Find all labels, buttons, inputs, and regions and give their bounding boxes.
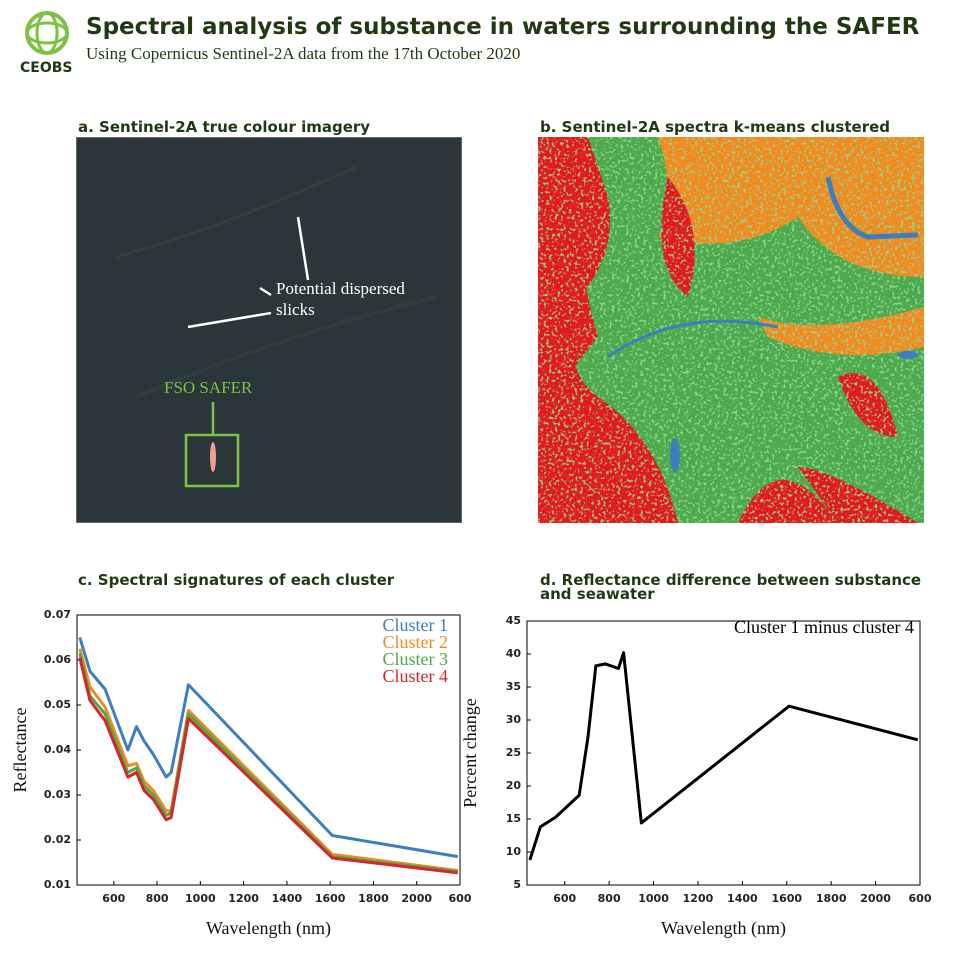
line (78, 648, 459, 873)
legend-entry: Cluster 1 (383, 615, 449, 635)
panel-title: a. Sentinel-2A true colour imagery (78, 118, 371, 136)
plot-frame (76, 614, 461, 886)
x-tick-label: 1600 (315, 892, 346, 905)
x-axis-label: Wavelength (nm) (206, 918, 331, 939)
logo (25, 11, 69, 55)
cluster-spot (898, 351, 918, 359)
x-tick-label: 1800 (358, 892, 389, 905)
annotation: Cluster 1 minus cluster 4 (734, 617, 914, 637)
x-tick-label: 800 (598, 892, 621, 905)
annotation: Potential dispersed (276, 279, 405, 298)
pointer (259, 286, 272, 297)
y-axis-label: Percent change (460, 698, 480, 807)
x-tick-label: 1400 (727, 892, 758, 905)
x-tick-label: 600 (909, 892, 932, 905)
legend-entry: Cluster 3 (383, 649, 449, 669)
cluster-streak (607, 319, 779, 359)
y-tick-label: 30 (506, 713, 522, 726)
panel-title: c. Spectral signatures of each cluster (78, 571, 395, 589)
y-tick-label: 0.05 (44, 698, 71, 711)
y-tick-label: 20 (506, 779, 522, 792)
x-tick-label: 1600 (771, 892, 802, 905)
x-tick-label: 1800 (816, 892, 847, 905)
y-tick-label: 0.01 (44, 878, 71, 891)
x-tick-label: 1000 (638, 892, 669, 905)
panel-title: d. Reflectance difference between substa… (540, 571, 922, 603)
panel-title: b. Sentinel-2A spectra k-means clustered (540, 118, 891, 136)
x-tick-label: 1200 (228, 892, 259, 905)
y-tick-label: 35 (506, 680, 521, 693)
y-axis-label: Reflectance (10, 708, 30, 793)
legend-entry: Cluster 4 (383, 666, 449, 686)
plot-frame (526, 620, 921, 886)
cluster-streak (825, 176, 919, 240)
annotation: slicks (276, 300, 315, 319)
cluster-image (538, 137, 924, 523)
page-subtitle: Using Copernicus Sentinel-2A data from t… (86, 44, 521, 63)
page-title: Spectral analysis of substance in waters… (86, 14, 920, 40)
y-tick-label: 40 (506, 647, 522, 660)
true-colour-image: Potential dispersed slicks FSO SAFER (76, 137, 462, 523)
y-tick-label: 0.02 (44, 833, 71, 846)
x-tick-label: 600 (102, 892, 125, 905)
y-tick-label: 10 (506, 845, 522, 858)
y-tick-label: 0.03 (44, 788, 71, 801)
y-tick-label: 15 (506, 812, 521, 825)
legend-entry: Cluster 2 (383, 632, 449, 652)
line (78, 637, 459, 859)
y-tick-label: 45 (506, 614, 521, 627)
y-tick-label: 5 (513, 878, 521, 891)
ship (210, 442, 216, 472)
pointer (296, 216, 310, 281)
cluster-spot (670, 438, 680, 472)
y-tick-label: 25 (506, 746, 521, 759)
line (78, 652, 459, 873)
x-tick-label: 1400 (272, 892, 303, 905)
x-tick-label: 800 (146, 892, 169, 905)
x-tick-label: 2000 (860, 892, 891, 905)
y-tick-label: 0.04 (44, 743, 71, 756)
y-tick-label: 0.07 (44, 608, 71, 621)
pointer (187, 311, 272, 329)
y-tick-label: 0.06 (44, 653, 71, 666)
x-tick-label: 600 (449, 892, 472, 905)
x-tick-label: 1200 (683, 892, 714, 905)
x-tick-label: 1000 (185, 892, 216, 905)
x-tick-label: 600 (553, 892, 576, 905)
texture (538, 137, 924, 523)
line (78, 657, 459, 875)
x-tick-label: 2000 (401, 892, 432, 905)
ship-box (184, 433, 240, 488)
x-axis-label: Wavelength (nm) (661, 918, 786, 939)
line (528, 651, 919, 861)
image-background (76, 137, 462, 523)
logo-text: CEOBS (20, 60, 73, 76)
ship-label: FSO SAFER (164, 378, 253, 397)
